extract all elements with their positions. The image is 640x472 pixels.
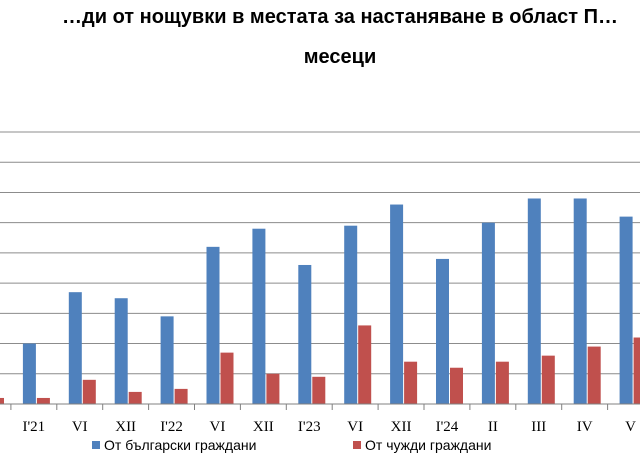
x-tick-label: VI xyxy=(72,419,88,435)
x-tick-label: V xyxy=(625,419,636,435)
legend: От български граждани От чужди граждани xyxy=(92,437,491,453)
x-tick-label: XII xyxy=(391,419,412,435)
x-tick-label: I'21 xyxy=(22,419,45,435)
x-tick-label: IV xyxy=(577,419,593,435)
bar-bulgarian xyxy=(481,222,495,404)
bar-bulgarian xyxy=(160,316,174,404)
x-tick-label: VI xyxy=(347,419,363,435)
legend-swatch xyxy=(92,441,100,449)
bar-foreign xyxy=(82,379,96,404)
legend-swatch xyxy=(353,441,361,449)
legend-label: От български граждани xyxy=(104,437,256,453)
x-tick-label: I'23 xyxy=(298,419,321,435)
bar-foreign xyxy=(587,346,601,404)
x-axis xyxy=(0,403,640,410)
bar-bulgarian xyxy=(573,198,587,404)
x-tick-label: I'22 xyxy=(160,419,183,435)
legend-label: От чужди граждани xyxy=(365,437,491,453)
x-tick-label: XII xyxy=(115,419,136,435)
x-tick-label: VI xyxy=(210,419,226,435)
bar-bulgarian xyxy=(68,292,82,404)
bar-bulgarian xyxy=(252,228,266,404)
bar-foreign xyxy=(174,388,188,404)
chart-subtitle: месеци xyxy=(303,46,377,68)
bars xyxy=(0,198,640,404)
bar-bulgarian xyxy=(298,264,312,404)
bar-foreign xyxy=(450,367,463,404)
bar-bulgarian xyxy=(114,298,128,404)
gridlines xyxy=(0,131,640,375)
bar-foreign xyxy=(541,355,555,404)
bar-bulgarian xyxy=(436,258,449,404)
bar-foreign xyxy=(312,376,326,404)
bar-foreign xyxy=(404,361,418,404)
bar-foreign xyxy=(0,397,4,404)
bar-foreign xyxy=(495,361,509,404)
bar-bulgarian xyxy=(22,343,36,404)
bar-foreign xyxy=(358,325,372,404)
x-tick-label: XII xyxy=(253,419,274,435)
x-tick-label: I'24 xyxy=(436,419,459,435)
bar-foreign xyxy=(128,391,142,404)
bar-foreign xyxy=(220,352,234,404)
bar-bulgarian xyxy=(206,246,220,404)
x-tick-label: II xyxy=(488,419,498,435)
bar-bulgarian xyxy=(527,198,541,404)
bar-foreign xyxy=(633,337,640,404)
bar-bulgarian xyxy=(344,225,358,404)
chart-title: …ди от нощувки в местата за настаняване … xyxy=(62,6,618,28)
bar-foreign xyxy=(266,373,280,404)
bar-bulgarian xyxy=(390,204,404,404)
x-tick-label: III xyxy=(531,419,546,435)
bar-bulgarian xyxy=(619,216,633,404)
bar-foreign xyxy=(36,397,50,404)
